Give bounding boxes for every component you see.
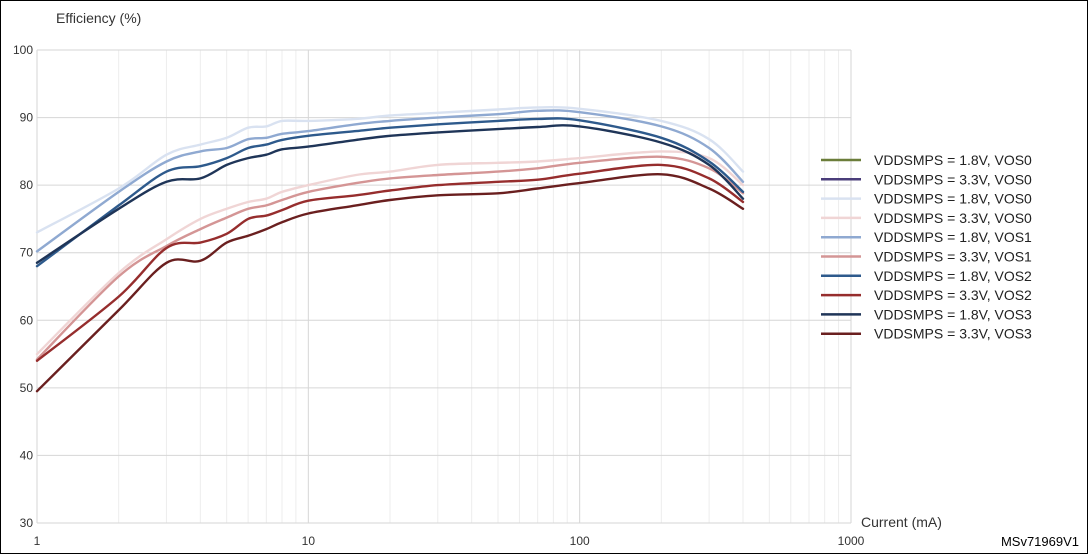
y-axis-title: Efficiency (%) [56, 10, 141, 26]
y-tick-labels: 30 40 50 60 70 80 90 100 [13, 43, 33, 530]
x-tick-label: 1 [34, 534, 41, 548]
series-line-6 [35, 117, 745, 268]
legend-label: VDDSMPS = 1.8V, VOS2 [874, 268, 1032, 284]
legend-item: VDDSMPS = 3.3V, VOS1 [821, 249, 1032, 265]
series-lines [35, 105, 745, 393]
y-tick-label: 50 [20, 381, 34, 395]
x-tick-label: 100 [570, 534, 590, 548]
legend-item: VDDSMPS = 3.3V, VOS3 [821, 326, 1032, 342]
legend-label: VDDSMPS = 3.3V, VOS0 [874, 171, 1032, 187]
legend-label: VDDSMPS = 3.3V, VOS3 [874, 326, 1032, 342]
y-tick-label: 30 [20, 516, 34, 530]
legend-item: VDDSMPS = 1.8V, VOS1 [821, 229, 1032, 245]
series-line-2 [35, 105, 745, 234]
series-line-3 [35, 150, 745, 356]
legend-label: VDDSMPS = 3.3V, VOS2 [874, 287, 1032, 303]
x-tick-label: 10 [302, 534, 316, 548]
legend-item: VDDSMPS = 3.3V, VOS0 [821, 171, 1032, 187]
series-line-8 [35, 124, 745, 264]
figure-id: MSv71969V1 [1001, 534, 1079, 549]
legend-label: VDDSMPS = 1.8V, VOS1 [874, 229, 1032, 245]
x-tick-labels: 1 10 100 1000 [34, 534, 865, 548]
legend-item: VDDSMPS = 1.8V, VOS2 [821, 268, 1032, 284]
y-tick-label: 70 [20, 246, 34, 260]
series-line-5 [35, 155, 745, 361]
major-gridlines [36, 49, 852, 524]
series-line-7 [35, 163, 745, 362]
legend-item: VDDSMPS = 1.8V, VOS0 [821, 191, 1032, 207]
y-tick-label: 80 [20, 178, 34, 192]
y-tick-label: 60 [20, 313, 34, 327]
x-axis-title: Current (mA) [861, 514, 942, 530]
legend-label: VDDSMPS = 3.3V, VOS0 [874, 210, 1032, 226]
y-tick-label: 40 [20, 448, 34, 462]
legend-label: VDDSMPS = 1.8V, VOS0 [874, 152, 1032, 168]
legend-label: VDDSMPS = 3.3V, VOS1 [874, 249, 1032, 265]
legend-item: VDDSMPS = 3.3V, VOS2 [821, 287, 1032, 303]
legend-item: VDDSMPS = 3.3V, VOS0 [821, 210, 1032, 226]
series-line-9 [35, 173, 745, 393]
y-tick-label: 100 [13, 43, 33, 57]
legend-label: VDDSMPS = 1.8V, VOS3 [874, 306, 1032, 322]
series-line-4 [35, 109, 745, 253]
legend-item: VDDSMPS = 1.8V, VOS3 [821, 306, 1032, 322]
legend: VDDSMPS = 1.8V, VOS0 VDDSMPS = 3.3V, VOS0… [821, 152, 1032, 342]
x-tick-label: 1000 [838, 534, 865, 548]
y-tick-label: 90 [20, 111, 34, 125]
legend-item: VDDSMPS = 1.8V, VOS0 [821, 152, 1032, 168]
legend-label: VDDSMPS = 1.8V, VOS0 [874, 191, 1032, 207]
